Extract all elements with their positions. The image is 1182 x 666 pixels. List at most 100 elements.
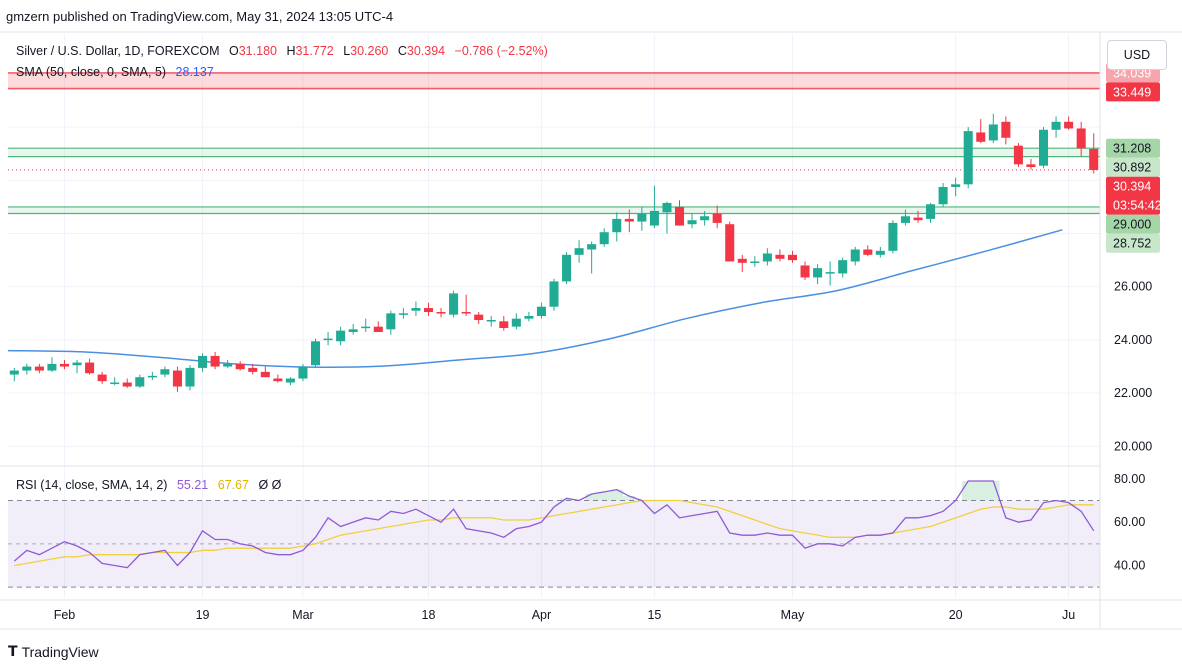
brand-name: TradingView (21, 643, 99, 660)
price-tick-label: 26.000 (1114, 280, 1152, 294)
currency-selector[interactable]: USD (1107, 40, 1167, 70)
candle-body (850, 249, 860, 262)
candle-body (800, 265, 810, 278)
candle-body (198, 355, 208, 368)
candle-body (1089, 148, 1099, 170)
resistance-zone (8, 72, 1100, 89)
candle (762, 248, 772, 266)
candle (674, 200, 685, 226)
level-tag (1106, 176, 1160, 215)
candle-body (210, 355, 220, 367)
low-label: L (343, 44, 351, 58)
candle-body (825, 272, 835, 274)
candle (1051, 116, 1061, 138)
time-tick-label: 15 (647, 608, 661, 622)
candle (511, 313, 521, 330)
candle (310, 338, 321, 367)
candle (298, 363, 308, 382)
candle-body (85, 362, 95, 374)
candle-body (34, 366, 44, 371)
candle (524, 312, 534, 322)
candle (976, 119, 986, 144)
candle-body (549, 281, 559, 307)
candle-body (988, 124, 998, 141)
open-label: O (229, 44, 239, 58)
candle (486, 316, 496, 327)
candle-body (110, 382, 120, 385)
candle (198, 353, 208, 372)
sma-path (7, 229, 1063, 368)
candle (700, 210, 710, 226)
time-tick-label: Ju (1062, 608, 1075, 622)
candle-body (1001, 121, 1011, 138)
candle-body (122, 382, 132, 387)
level-tag-label: 29.000 (1113, 218, 1151, 232)
price-axis: 20.000 22.000 24.000 26.000 80.00 60.00 40.00 3… (1106, 63, 1162, 573)
candle (838, 257, 848, 278)
level-tag (1106, 138, 1160, 158)
candle-body (59, 363, 70, 367)
candle (687, 213, 697, 229)
candle-body (97, 374, 107, 382)
candle-body (750, 261, 760, 263)
level-tag-label: 30.394 (1113, 180, 1151, 194)
candle-body (135, 377, 145, 387)
candle (637, 206, 647, 231)
candle-body (674, 206, 685, 226)
candle (97, 371, 107, 384)
rsi-ma-value: 67.67 (217, 478, 249, 492)
close-value: 30.394 (406, 44, 446, 58)
candle-body (951, 184, 961, 187)
price-tick-label: 20.000 (1114, 439, 1152, 453)
rsi-overbought-fill (560, 481, 1000, 501)
candle-body (976, 132, 986, 142)
candle-body (926, 204, 936, 219)
candle (235, 361, 245, 371)
candle (800, 261, 810, 281)
candle-body (875, 250, 885, 255)
candle-body (1013, 145, 1023, 165)
candle (499, 316, 509, 331)
candle-body (323, 338, 333, 341)
candle (712, 205, 722, 229)
time-tick-label: 19 (196, 608, 210, 622)
rsi-tick-label: 60.00 (1114, 515, 1145, 529)
close-label: C (397, 44, 407, 58)
level-tag-label: 30.892 (1113, 161, 1151, 175)
candle-body (474, 314, 484, 321)
candle (423, 302, 434, 317)
level-tag (1106, 82, 1160, 102)
change-value: −0.786 (−2.52%) (454, 44, 548, 58)
time-tick-label: Mar (292, 608, 314, 622)
candle-body (612, 218, 622, 233)
candle-body (72, 362, 82, 366)
candle-body (449, 293, 459, 315)
price-tick-label: 24.000 (1114, 333, 1152, 347)
candle-body (562, 254, 572, 282)
sma-legend[interactable]: SMA (50, close, 0, SMA, 5) 28.137 (16, 65, 214, 79)
candle-body (888, 222, 898, 251)
support-lower-zone (8, 206, 1100, 214)
candle-body (712, 213, 722, 223)
level-tag-label: 33.449 (1113, 85, 1151, 99)
rsi-legend[interactable]: RSI (14, close, SMA, 14, 2) 55.21 67.67 … (16, 478, 281, 492)
candle (72, 359, 82, 374)
candle-body (787, 254, 798, 261)
candle-body (1026, 164, 1036, 168)
candle (160, 366, 170, 378)
candle (587, 241, 597, 274)
candle (1001, 116, 1011, 145)
candle-body (172, 370, 182, 387)
time-tick-label: Apr (532, 608, 551, 622)
candle-body (486, 320, 496, 322)
candle (574, 240, 584, 263)
candle (22, 363, 32, 375)
candle-body (9, 370, 19, 375)
candle-body (1076, 128, 1086, 149)
footer-brand[interactable]: 𝗧 TradingView (8, 643, 99, 660)
candle (988, 113, 998, 144)
candle (825, 261, 835, 286)
main-legend[interactable]: Silver / U.S. Dollar, 1D, FOREXCOM O31.1… (16, 44, 548, 58)
candle (750, 256, 760, 267)
